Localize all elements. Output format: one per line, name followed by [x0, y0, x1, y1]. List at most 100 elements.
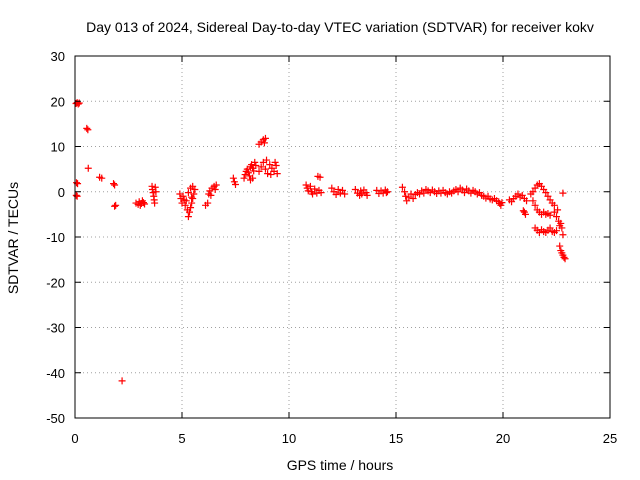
data-point [546, 211, 554, 219]
data-point [151, 183, 159, 191]
data-point [252, 162, 260, 170]
data-point [358, 190, 366, 198]
y-tick-label: -40 [46, 366, 65, 381]
data-point [402, 192, 410, 200]
data-point [211, 185, 219, 193]
data-point [314, 172, 322, 180]
data-point [309, 190, 317, 198]
data-point [246, 176, 254, 184]
data-point [382, 189, 390, 197]
x-axis-label: GPS time / hours [287, 457, 394, 473]
data-point [556, 242, 564, 250]
data-point [306, 182, 314, 190]
x-tick-label: 15 [389, 431, 403, 446]
data-point [398, 183, 406, 191]
x-tick-label: 25 [603, 431, 617, 446]
data-point [409, 195, 417, 203]
data-point [83, 124, 91, 132]
data-point [266, 161, 274, 169]
data-point [523, 197, 531, 205]
chart-title: Day 013 of 2024, Sidereal Day-to-day VTE… [86, 19, 594, 35]
data-point [112, 201, 120, 209]
data-point [182, 197, 190, 205]
x-tick-label: 0 [71, 431, 78, 446]
data-point [460, 189, 468, 197]
data-point [72, 179, 80, 187]
data-point [546, 224, 554, 232]
data-point [188, 199, 196, 207]
data-point [118, 377, 126, 385]
data-point [84, 126, 92, 134]
data-point [271, 158, 279, 166]
data-point [363, 191, 371, 199]
x-tick-label: 20 [496, 431, 510, 446]
data-point [317, 189, 325, 197]
data-point [559, 231, 567, 239]
data-point [188, 193, 196, 201]
data-point [529, 188, 537, 196]
data-point [328, 184, 336, 192]
data-point [98, 174, 106, 182]
data-point [334, 185, 342, 193]
data-point [332, 190, 340, 198]
data-point [263, 156, 271, 164]
data-point [244, 169, 252, 177]
data-point [550, 201, 558, 209]
data-point [184, 189, 192, 197]
data-point [139, 199, 147, 207]
data-point [542, 189, 550, 197]
data-point [257, 163, 265, 171]
data-point [561, 255, 569, 263]
data-point [272, 162, 280, 170]
data-point [383, 188, 391, 196]
y-axis-ticks: 30 20 10 0 -10 -20 -30 -40 -50 [46, 49, 610, 426]
data-point [519, 207, 527, 215]
y-tick-label: 30 [51, 49, 65, 64]
data-point [260, 139, 268, 147]
data-point [189, 182, 197, 190]
data-point [75, 99, 83, 107]
data-point [403, 197, 411, 205]
x-axis-ticks: 0 5 10 15 20 25 [71, 56, 617, 446]
data-point [212, 181, 220, 189]
data-point [111, 202, 119, 210]
grid-lines [75, 56, 610, 418]
data-point [264, 170, 272, 178]
y-tick-label: -20 [46, 275, 65, 290]
data-point [311, 185, 319, 193]
data-point [544, 192, 552, 200]
data-point [111, 181, 119, 189]
data-point [521, 210, 529, 218]
data-point [184, 213, 192, 221]
y-tick-label: 20 [51, 94, 65, 109]
data-point [255, 167, 263, 175]
data-point [152, 188, 160, 196]
y-tick-label: 0 [58, 185, 65, 200]
data-point [553, 213, 560, 221]
data-point [151, 199, 159, 207]
data-point [72, 191, 80, 199]
data-point [351, 185, 359, 193]
data-point [339, 186, 346, 194]
data-point [557, 219, 565, 227]
data-points [72, 99, 569, 385]
data-point [141, 200, 149, 208]
y-tick-label: 10 [51, 140, 65, 155]
data-point [204, 199, 212, 207]
data-point [531, 201, 539, 209]
data-point [302, 181, 310, 189]
data-point [179, 192, 187, 200]
data-point [181, 201, 189, 209]
data-point [261, 165, 269, 173]
data-point [498, 199, 506, 207]
y-axis-label: SDTVAR / TECUs [5, 182, 21, 294]
y-tick-label: -30 [46, 321, 65, 336]
y-tick-label: -10 [46, 230, 65, 245]
y-tick-label: -50 [46, 411, 65, 426]
data-point [553, 227, 560, 235]
data-point [189, 195, 197, 203]
data-point [229, 174, 237, 182]
data-point [454, 188, 462, 196]
data-point [558, 224, 566, 232]
